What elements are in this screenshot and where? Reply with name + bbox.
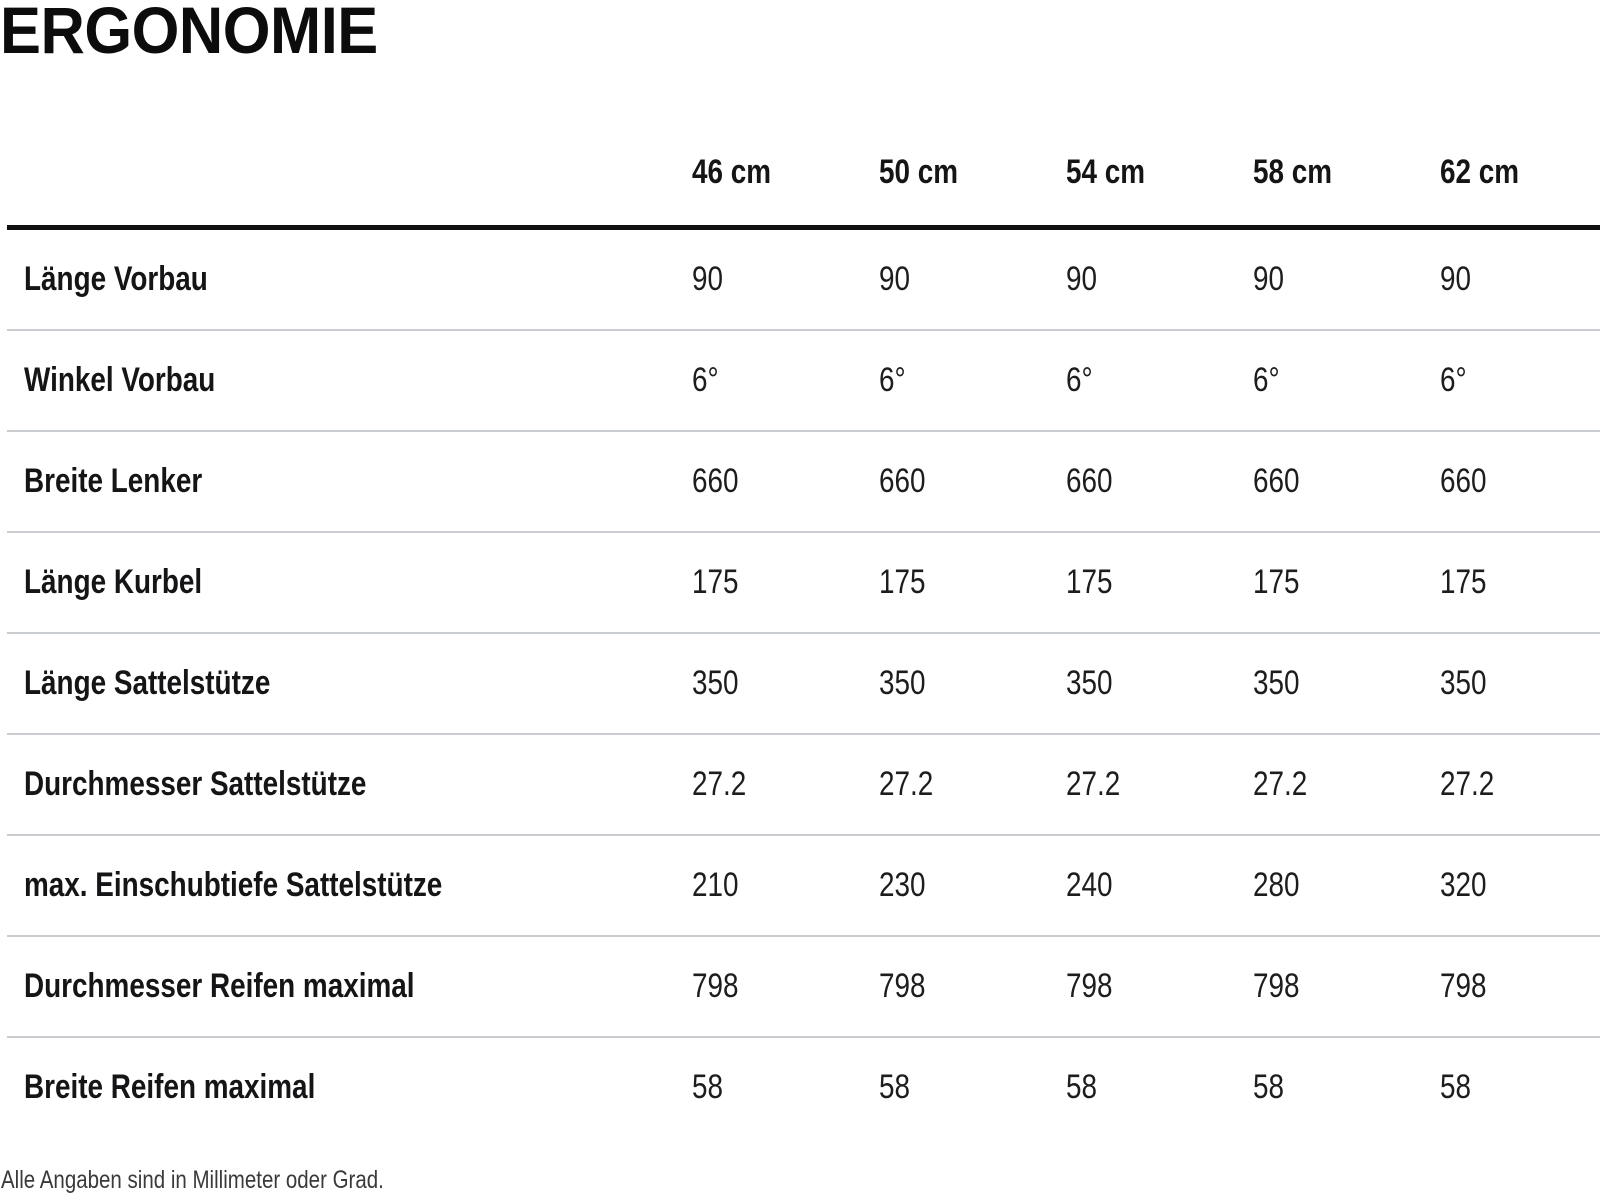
table-row: Durchmesser Reifen maximal 798 798 798 7…	[7, 936, 1600, 1038]
cell-value: 90	[1253, 227, 1440, 331]
cell-value: 6°	[1440, 330, 1600, 432]
cell-value: 58	[879, 1068, 911, 1106]
cell-value: 350	[1066, 633, 1253, 735]
cell-value: 798	[1066, 936, 1253, 1038]
cell-value: 90	[879, 227, 1066, 331]
row-label: Länge Kurbel	[7, 532, 692, 634]
cell-value: 320	[1440, 835, 1600, 937]
table-body: Länge Vorbau 90 90 90 90 90 Winkel Vorba…	[7, 227, 1600, 1138]
column-header: 58 cm	[1253, 0, 1440, 230]
cell-value: 240	[1066, 835, 1253, 937]
cell-value: 175	[1066, 532, 1253, 634]
cell-value: 798	[1253, 936, 1440, 1038]
cell-value: 660	[1440, 431, 1600, 533]
cell-value: 798	[1440, 936, 1600, 1038]
cell-value: 230	[879, 835, 1066, 937]
header-row: 46 cm 50 cm 54 cm 58 cm 62 cm	[7, 0, 1600, 230]
column-header: 62 cm	[1440, 0, 1600, 230]
table-row: Länge Kurbel 175 175 175 175 175	[7, 532, 1600, 634]
units-footnote-text: Alle Angaben sind in Millimeter oder Gra…	[1, 1166, 384, 1194]
cell-value: 798	[692, 936, 879, 1038]
cell-value: 175	[879, 532, 1066, 634]
cell-value: 58	[1440, 1068, 1472, 1106]
table-row: Durchmesser Sattelstütze 27.2 27.2 27.2 …	[7, 734, 1600, 836]
row-label: Breite Lenker	[7, 431, 692, 533]
ergonomics-table: 46 cm 50 cm 54 cm 58 cm 62 cm Länge Vorb…	[7, 0, 1600, 1137]
cell-value: 27.2	[1440, 734, 1600, 836]
cell-value: 350	[692, 633, 879, 735]
cell-value: 175	[1253, 532, 1440, 634]
cell-value: 798	[879, 936, 1066, 1038]
row-label: Winkel Vorbau	[7, 330, 692, 432]
cell-value: 58	[692, 1068, 724, 1106]
cell-value: 660	[1066, 431, 1253, 533]
cell-value: 90	[692, 227, 879, 331]
cell-value: 660	[692, 431, 879, 533]
cell-value: 27.2	[1066, 734, 1253, 836]
table-row: Länge Sattelstütze 350 350 350 350 350	[7, 633, 1600, 735]
cell-value: 27.2	[1253, 734, 1440, 836]
table-header: 46 cm 50 cm 54 cm 58 cm 62 cm	[7, 0, 1600, 230]
row-label: Durchmesser Sattelstütze	[7, 734, 692, 836]
cell-value: 6°	[1253, 330, 1440, 432]
table-row: Länge Vorbau 90 90 90 90 90	[7, 227, 1600, 331]
table-row: Breite Lenker 660 660 660 660 660	[7, 431, 1600, 533]
cell-value: 6°	[692, 330, 879, 432]
cell-value: 58	[1253, 1068, 1285, 1106]
row-label: Durchmesser Reifen maximal	[7, 936, 692, 1038]
cell-value: 210	[692, 835, 879, 937]
column-header: 50 cm	[879, 0, 1066, 230]
cell-value: 27.2	[692, 734, 879, 836]
units-footnote: Alle Angaben sind in Millimeter oder Gra…	[1, 1166, 468, 1195]
cell-value: 350	[1253, 633, 1440, 735]
cell-value: 660	[879, 431, 1066, 533]
cell-value: 350	[879, 633, 1066, 735]
column-header: 54 cm	[1066, 0, 1253, 230]
row-label: Länge Sattelstütze	[7, 633, 692, 735]
table-row: max. Einschubtiefe Sattelstütze 210 230 …	[7, 835, 1600, 937]
table-row: Breite Reifen maximal 58 58 58 58 58	[7, 1037, 1600, 1137]
cell-value: 90	[1440, 227, 1600, 331]
cell-value: 350	[1440, 633, 1600, 735]
cell-value: 175	[692, 532, 879, 634]
column-header: 46 cm	[692, 0, 879, 230]
cell-value: 27.2	[879, 734, 1066, 836]
label-column-header	[7, 0, 692, 230]
cell-value: 6°	[879, 330, 1066, 432]
cell-value: 90	[1066, 227, 1253, 331]
row-label: max. Einschubtiefe Sattelstütze	[7, 835, 692, 937]
row-label: Länge Vorbau	[7, 227, 692, 331]
cell-value: 58	[1066, 1068, 1098, 1106]
cell-value: 660	[1253, 431, 1440, 533]
row-label: Breite Reifen maximal	[24, 1068, 316, 1106]
cell-value: 280	[1253, 835, 1440, 937]
cell-value: 6°	[1066, 330, 1253, 432]
cell-value: 175	[1440, 532, 1600, 634]
table-row: Winkel Vorbau 6° 6° 6° 6° 6°	[7, 330, 1600, 432]
